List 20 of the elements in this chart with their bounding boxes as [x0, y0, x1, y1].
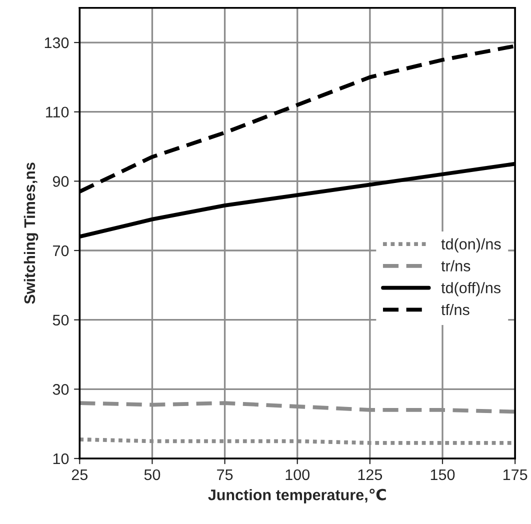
x-tick-label: 50	[144, 469, 160, 480]
x-tick-label: 150	[430, 469, 455, 480]
legend-label: tf/ns	[441, 304, 470, 316]
y-tick-label: 90	[52, 176, 69, 187]
y-axis-title: Switching Times,ns	[24, 162, 38, 304]
x-tick-label: 75	[217, 469, 233, 480]
legend-label: td(on)/ns	[441, 238, 501, 253]
x-tick-label: 100	[286, 469, 310, 480]
x-tick-label: 125	[358, 469, 382, 480]
y-tick-label: 10	[53, 453, 69, 464]
x-tick-label: 175	[503, 469, 528, 480]
legend-label: tr/ns	[441, 260, 470, 272]
legend-label: td(off)/ns	[441, 282, 500, 296]
y-tick-label: 70	[53, 245, 69, 256]
y-tick-label: 130	[44, 37, 69, 48]
y-tick-label: 110	[46, 106, 69, 118]
y-tick-label: 30	[52, 384, 69, 395]
x-axis-title: Junction temperature,℃	[208, 488, 386, 504]
y-tick-label: 50	[52, 314, 69, 326]
x-tick-label: 25	[72, 469, 88, 480]
